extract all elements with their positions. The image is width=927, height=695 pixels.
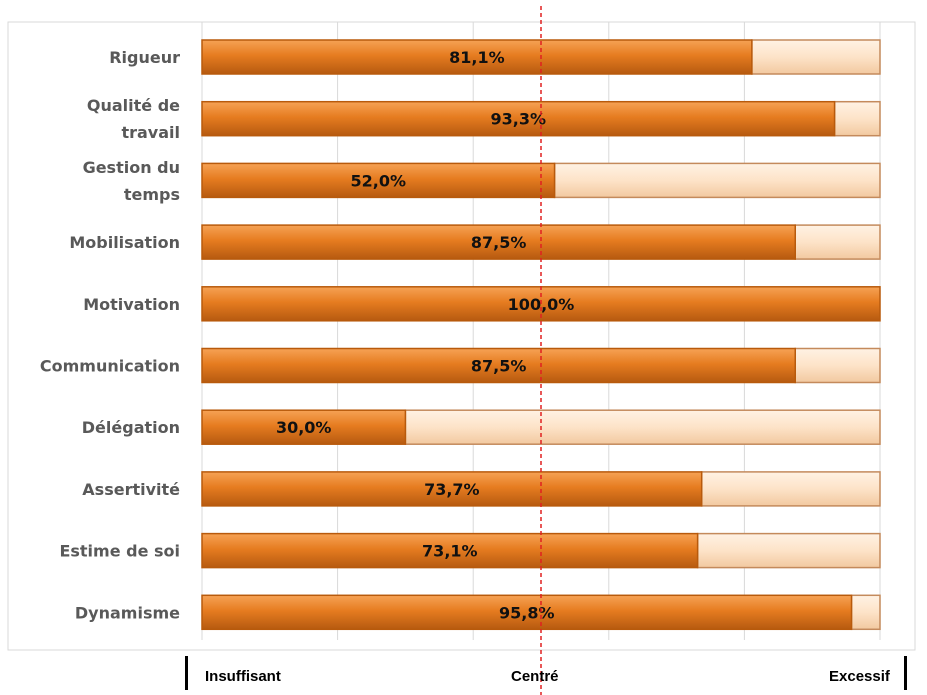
bar-remainder: [833, 100, 881, 137]
category-label: Rigueur: [109, 48, 180, 67]
bar: [201, 594, 853, 631]
category-label: Motivation: [83, 295, 180, 314]
left-scale-marker: [185, 656, 188, 690]
category-label: travail: [121, 123, 180, 142]
scale-label-excessif: Excessif: [829, 668, 890, 685]
bar: [201, 100, 836, 137]
bar-remainder: [850, 594, 881, 631]
scale-label-centre: Centré: [511, 668, 559, 685]
data-label: 30,0%: [276, 418, 332, 437]
category-label: Qualité de: [87, 96, 180, 115]
category-label: Assertivité: [82, 480, 180, 499]
data-label: 87,5%: [471, 357, 527, 376]
bar-remainder: [696, 532, 881, 569]
bar-remainder: [553, 162, 881, 199]
bar-remainder: [700, 471, 881, 507]
bar-remainder: [751, 39, 881, 75]
bar: [201, 162, 556, 199]
bar-remainder: [404, 409, 881, 445]
bar: [201, 39, 753, 75]
scale-label-insuffisant: Insuffisant: [205, 668, 281, 685]
bar-remainder: [794, 347, 881, 384]
data-label: 73,7%: [424, 480, 480, 499]
right-scale-marker: [904, 656, 907, 690]
category-label: Mobilisation: [69, 233, 180, 252]
data-label: 81,1%: [449, 48, 505, 67]
data-label: 95,8%: [499, 603, 555, 622]
bar: [201, 471, 703, 507]
bar: [201, 532, 699, 569]
data-label: 87,5%: [471, 233, 527, 252]
category-label: Communication: [40, 357, 180, 376]
category-labels: Rigueur Qualité de travail Gestion du temps M…: [40, 48, 180, 622]
category-label: Dynamisme: [75, 603, 180, 622]
data-label: 100,0%: [508, 295, 575, 314]
bar: [201, 224, 796, 260]
category-label: temps: [124, 185, 180, 204]
data-label: 93,3%: [491, 110, 547, 129]
category-label: Délégation: [82, 418, 180, 437]
data-label: 52,0%: [351, 171, 407, 190]
bar-remainder: [794, 224, 881, 260]
category-label: Gestion du: [83, 158, 180, 177]
data-label: 73,1%: [422, 542, 478, 561]
bar: [201, 409, 407, 445]
bar: [201, 347, 796, 384]
category-label: Estime de soi: [59, 542, 180, 561]
